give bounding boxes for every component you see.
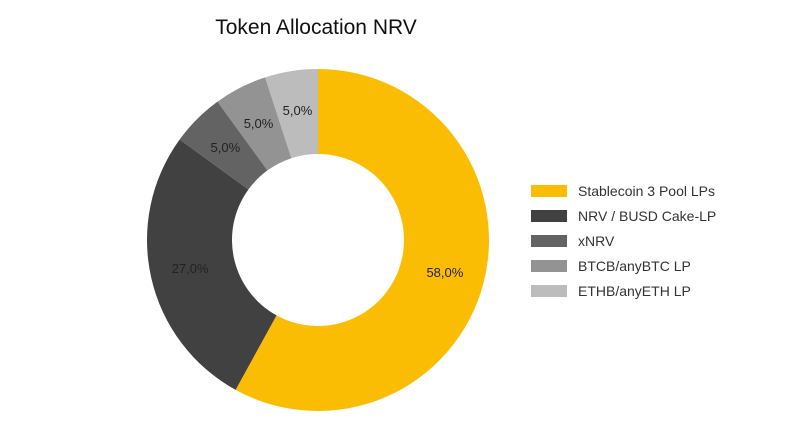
slice-label-btcb-anybtc-lp: 5,0% [244, 116, 274, 131]
legend-label: Stablecoin 3 Pool LPs [578, 182, 715, 199]
slices-group [147, 69, 489, 411]
legend-label: ETHB/anyETH LP [578, 282, 691, 299]
donut-chart: 58,0%27,0%5,0%5,0%5,0% [147, 69, 489, 411]
legend-swatch [531, 284, 567, 297]
legend-item-nrv-busd-cake-lp: NRV / BUSD Cake-LP [531, 203, 716, 228]
slice-label-stablecoin-3-pool-lps: 58,0% [426, 265, 463, 280]
legend-swatch [531, 234, 567, 247]
legend: Stablecoin 3 Pool LPs NRV / BUSD Cake-LP x… [531, 178, 716, 303]
legend-item-btcb-anybtc-lp: BTCB/anyBTC LP [531, 253, 716, 278]
slice-ethb-anyeth-lp [265, 69, 318, 159]
slice-label-nrv-busd-cake-lp: 27,0% [172, 261, 209, 276]
slice-label-ethb-anyeth-lp: 5,0% [283, 103, 313, 118]
slice-labels-group: 58,0%27,0%5,0%5,0%5,0% [172, 103, 464, 280]
legend-swatch [531, 259, 567, 272]
legend-item-stablecoin-3-pool-lps: Stablecoin 3 Pool LPs [531, 178, 716, 203]
legend-swatch [531, 209, 567, 222]
legend-label: BTCB/anyBTC LP [578, 257, 691, 274]
legend-item-ethb-anyeth-lp: ETHB/anyETH LP [531, 278, 716, 303]
legend-label: xNRV [578, 232, 615, 249]
slice-xnrv [179, 101, 268, 190]
slice-btcb-anybtc-lp [217, 77, 292, 171]
slice-label-xnrv: 5,0% [211, 140, 241, 155]
legend-swatch [531, 184, 567, 197]
slice-nrv-busd-cake-lp [147, 139, 277, 390]
slice-stablecoin-3-pool-lps [235, 69, 489, 411]
legend-item-xnrv: xNRV [531, 228, 716, 253]
legend-label: NRV / BUSD Cake-LP [578, 207, 717, 224]
chart-title: Token Allocation NRV [215, 16, 417, 39]
